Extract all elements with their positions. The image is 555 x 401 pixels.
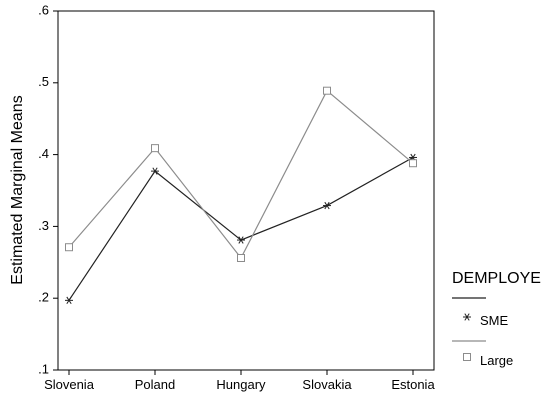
- marker-stroke: [464, 313, 470, 321]
- series-layer: [65, 86, 417, 305]
- x-tick-label: Estonia: [391, 377, 435, 392]
- legend-entry-sme: SME: [452, 297, 509, 328]
- y-tick-label: .5: [38, 74, 49, 89]
- y-axis-title: Estimated Marginal Means: [9, 95, 26, 284]
- y-tick-label: .3: [38, 218, 49, 233]
- y-axis: .1 .2 .3 .4 .5 .6: [38, 2, 58, 376]
- y-tick-label: .1: [38, 361, 49, 376]
- x-tick-label: Poland: [135, 377, 175, 392]
- legend-title: DEMPLOYE: [452, 270, 541, 287]
- legend: DEMPLOYE SME Large: [452, 270, 541, 368]
- x-tick-label: Slovakia: [302, 377, 352, 392]
- data-point: [65, 296, 73, 305]
- series-line: [68, 156, 414, 301]
- series-line: [68, 89, 414, 260]
- x-tick-label: Hungary: [216, 377, 266, 392]
- data-point: [409, 159, 417, 168]
- data-point: [463, 313, 471, 321]
- marker-stroke: [66, 296, 72, 305]
- legend-label: Large: [480, 353, 513, 368]
- legend-entry-large: Large: [452, 340, 513, 368]
- x-tick-label: Slovenia: [44, 377, 95, 392]
- marker-stroke: [324, 201, 330, 210]
- data-point: [463, 353, 471, 361]
- data-point: [65, 243, 73, 252]
- plot-frame: [57, 10, 435, 371]
- y-tick-label: .2: [38, 290, 49, 305]
- data-point: [323, 201, 331, 210]
- marker-stroke: [238, 236, 244, 244]
- series-sme: [65, 153, 417, 305]
- series-large: [65, 86, 417, 262]
- legend-label: SME: [480, 313, 509, 328]
- data-point: [237, 253, 245, 262]
- data-point: [151, 144, 159, 153]
- x-axis: Slovenia Poland Hungary Slovakia Estonia: [44, 370, 435, 392]
- data-point: [237, 236, 245, 244]
- y-tick-label: .6: [38, 2, 49, 17]
- data-point: [151, 167, 159, 175]
- data-point: [323, 86, 331, 95]
- y-tick-label: .4: [38, 146, 49, 161]
- marker-stroke: [152, 167, 158, 175]
